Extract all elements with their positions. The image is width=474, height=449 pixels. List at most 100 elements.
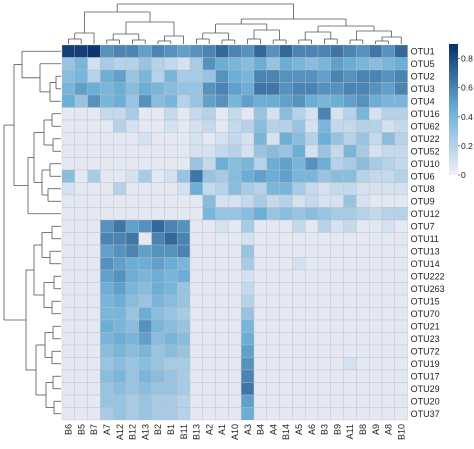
heatmap-cell [292, 157, 306, 171]
heatmap-cell [74, 82, 88, 96]
heatmap-cell [253, 244, 267, 258]
heatmap-cell [61, 269, 75, 283]
heatmap-cell [356, 394, 370, 408]
heatmap-cell [138, 307, 152, 321]
heatmap-cell [369, 394, 383, 408]
heatmap-cell [177, 132, 191, 146]
row-label: OTU19 [411, 359, 440, 369]
heatmap-cell [343, 257, 357, 271]
heatmap-cell [125, 307, 139, 321]
heatmap-cell [113, 319, 127, 333]
heatmap-cell [330, 44, 344, 58]
heatmap-cell [151, 119, 165, 133]
heatmap-cell [317, 207, 331, 221]
heatmap-cell [202, 282, 216, 296]
column-label: B4 [256, 424, 266, 435]
heatmap-cell [266, 57, 280, 71]
heatmap-cell [74, 169, 88, 183]
heatmap-cell [138, 357, 152, 371]
heatmap-cell [100, 332, 114, 346]
heatmap-cell [125, 232, 139, 246]
heatmap-cell [394, 332, 408, 346]
heatmap-cell [317, 69, 331, 83]
heatmap-cell [202, 182, 216, 196]
colorbar-tick-label: 0.2 [461, 141, 473, 151]
heatmap-cell [253, 94, 267, 108]
heatmap-cell [113, 357, 127, 371]
heatmap-cell [100, 69, 114, 83]
heatmap-cell [394, 82, 408, 96]
heatmap-cell [381, 169, 395, 183]
column-label: B9 [332, 424, 342, 435]
heatmap-cell [215, 357, 229, 371]
heatmap-cell [381, 57, 395, 71]
column-label: A11 [345, 424, 355, 439]
heatmap-cell [356, 282, 370, 296]
column-label: A8 [384, 424, 394, 435]
heatmap-cell [266, 282, 280, 296]
heatmap-cell [292, 107, 306, 121]
heatmap-cell [215, 294, 229, 308]
heatmap-cell [292, 244, 306, 258]
heatmap-cell [164, 119, 178, 133]
heatmap-cell [343, 307, 357, 321]
heatmap-cell [189, 219, 203, 233]
heatmap-cell [164, 282, 178, 296]
heatmap-cell [241, 94, 255, 108]
row-label: OTU263 [411, 284, 445, 294]
heatmap-cell [100, 169, 114, 183]
heatmap-cell [87, 207, 101, 221]
heatmap-cell [228, 269, 242, 283]
heatmap-cell [138, 219, 152, 233]
heatmap-cell [125, 319, 139, 333]
heatmap-cell [113, 57, 127, 71]
heatmap-cell [292, 69, 306, 83]
heatmap-cell [138, 319, 152, 333]
heatmap-cell [292, 269, 306, 283]
heatmap-cell [177, 219, 191, 233]
heatmap-cell [87, 407, 101, 421]
colorbar-tick-label: 0.8 [461, 54, 473, 64]
heatmap-cell [125, 207, 139, 221]
heatmap-cell [356, 194, 370, 208]
heatmap-cell [74, 232, 88, 246]
heatmap-cell [138, 207, 152, 221]
heatmap-cell [330, 157, 344, 171]
heatmap-cell [305, 294, 319, 308]
column-label: B14 [281, 424, 291, 440]
heatmap-cell [189, 269, 203, 283]
heatmap-cell [369, 332, 383, 346]
heatmap-cell [305, 332, 319, 346]
heatmap-cell [189, 94, 203, 108]
heatmap-cell [189, 44, 203, 58]
heatmap-cell [202, 332, 216, 346]
heatmap-cell [215, 194, 229, 208]
heatmap-cell [215, 157, 229, 171]
heatmap-cell [330, 319, 344, 333]
heatmap-cell [202, 119, 216, 133]
heatmap-cell [125, 269, 139, 283]
heatmap-cell [125, 94, 139, 108]
heatmap-cell [61, 394, 75, 408]
heatmap-cell [343, 57, 357, 71]
heatmap-cell [138, 44, 152, 58]
heatmap-cell [138, 369, 152, 383]
heatmap-cell [356, 182, 370, 196]
heatmap-cell [241, 219, 255, 233]
heatmap-cell [343, 282, 357, 296]
heatmap-cell [330, 169, 344, 183]
heatmap-cell [189, 57, 203, 71]
heatmap-cell [330, 332, 344, 346]
heatmap-cell [305, 44, 319, 58]
heatmap-cell [253, 257, 267, 271]
heatmap-grid [61, 44, 408, 421]
heatmap-cell [164, 144, 178, 158]
heatmap-cell [356, 82, 370, 96]
heatmap-cell [381, 394, 395, 408]
heatmap-cell [138, 382, 152, 396]
heatmap-cell [330, 132, 344, 146]
heatmap-cell [394, 282, 408, 296]
heatmap-cell [381, 194, 395, 208]
heatmap-cell [138, 119, 152, 133]
heatmap-cell [369, 219, 383, 233]
